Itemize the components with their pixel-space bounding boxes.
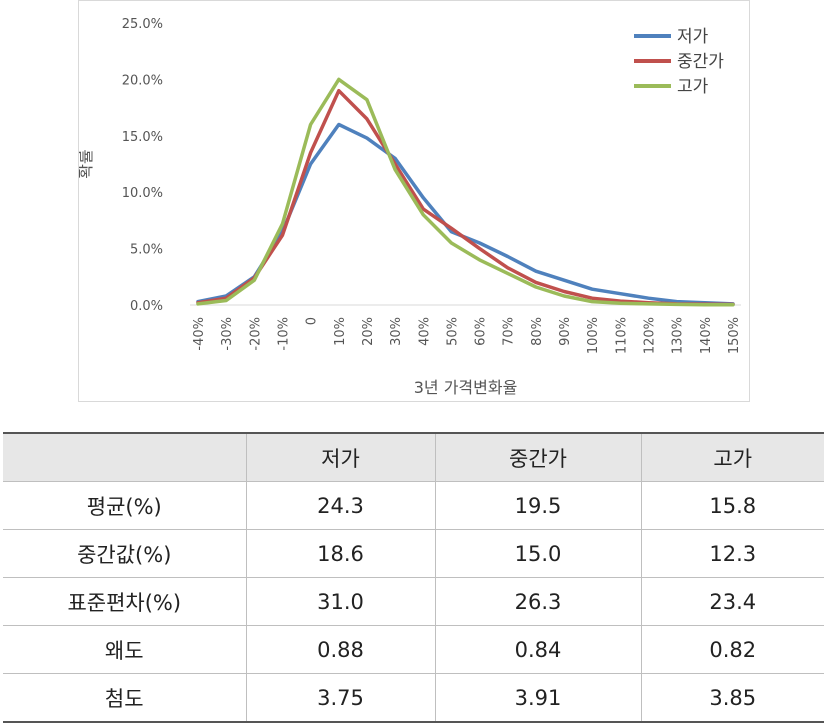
x-tick-label: 10% bbox=[333, 317, 348, 346]
x-tick-label: 80% bbox=[530, 317, 545, 346]
chart-area: 0.0% 5.0% 10.0% 15.0% 20.0% 25.0% -40% -30% -20… bbox=[78, 0, 750, 402]
y-tick-label: 0.0% bbox=[130, 299, 163, 314]
table-row: 왜도 0.88 0.84 0.82 bbox=[3, 625, 824, 674]
x-tick-label: 100% bbox=[586, 317, 601, 354]
x-tick-label: 40% bbox=[417, 317, 432, 346]
table-cell: 0.84 bbox=[434, 625, 642, 674]
table-corner-cell bbox=[3, 432, 247, 482]
series-line-2 bbox=[196, 77, 735, 307]
x-tick-label: 70% bbox=[502, 317, 517, 346]
x-axis-title: 3년 가격변화율 bbox=[414, 378, 518, 397]
y-tick-label: 25.0% bbox=[122, 17, 163, 32]
table-cell: 3.75 bbox=[245, 673, 436, 723]
table-cell: 24.3 bbox=[245, 481, 436, 530]
table-row: 평균(%) 24.3 19.5 15.8 bbox=[3, 481, 824, 530]
x-tick-label: 110% bbox=[614, 317, 629, 354]
table-row: 첨도 3.75 3.91 3.85 bbox=[3, 673, 824, 723]
stats-table: 저가 중간가 고가 평균(%) 24.3 19.5 15.8 중간값(%) 18… bbox=[3, 432, 824, 723]
row-label: 표준편차(%) bbox=[3, 577, 247, 626]
y-tick-label: 15.0% bbox=[122, 130, 163, 145]
row-label: 첨도 bbox=[3, 673, 247, 723]
table-cell: 31.0 bbox=[245, 577, 436, 626]
x-tick-label: 140% bbox=[699, 317, 714, 354]
row-label: 왜도 bbox=[3, 625, 247, 674]
table-cell: 15.0 bbox=[434, 529, 642, 578]
x-tick-label: -30% bbox=[220, 317, 235, 351]
table-cell: 15.8 bbox=[640, 481, 824, 530]
x-tick-label: 90% bbox=[558, 317, 573, 346]
y-tick-label: 20.0% bbox=[122, 73, 163, 88]
table-cell: 3.85 bbox=[640, 673, 824, 723]
line-chart: 0.0% 5.0% 10.0% 15.0% 20.0% 25.0% -40% -30% -20… bbox=[79, 17, 742, 397]
table-cell: 0.82 bbox=[640, 625, 824, 674]
x-tick-label: 0 bbox=[305, 317, 320, 325]
x-tick-label: -10% bbox=[276, 317, 291, 351]
table-cell: 12.3 bbox=[640, 529, 824, 578]
table-cell: 19.5 bbox=[434, 481, 642, 530]
legend-label: 중간가 bbox=[677, 52, 724, 72]
table-header-row: 저가 중간가 고가 bbox=[3, 432, 824, 482]
x-tick-label: 60% bbox=[474, 317, 489, 346]
table-cell: 23.4 bbox=[640, 577, 824, 626]
x-tick-label: -20% bbox=[248, 317, 263, 351]
legend-label: 저가 bbox=[677, 27, 709, 47]
x-tick-label: 150% bbox=[727, 317, 742, 354]
header-mid-price: 중간가 bbox=[434, 432, 642, 482]
table-cell: 3.91 bbox=[434, 673, 642, 723]
row-label: 평균(%) bbox=[3, 481, 247, 530]
x-tick-label: 20% bbox=[361, 317, 376, 346]
x-tick-label: 30% bbox=[389, 317, 404, 346]
series-lines bbox=[196, 77, 735, 307]
header-low-price: 저가 bbox=[245, 432, 436, 482]
y-tick-label: 5.0% bbox=[130, 243, 163, 258]
table-cell: 18.6 bbox=[245, 529, 436, 578]
row-label: 중간값(%) bbox=[3, 529, 247, 578]
legend-label: 고가 bbox=[677, 77, 709, 97]
table-row: 중간값(%) 18.6 15.0 12.3 bbox=[3, 529, 824, 578]
x-tick-label: -40% bbox=[192, 317, 207, 351]
table-cell: 0.88 bbox=[245, 625, 436, 674]
series-line-1 bbox=[196, 88, 735, 307]
y-axis-title: 확률 bbox=[79, 149, 95, 178]
x-tick-label: 120% bbox=[643, 317, 658, 354]
x-tick-label: 50% bbox=[445, 317, 460, 346]
table-row: 표준편차(%) 31.0 26.3 23.4 bbox=[3, 577, 824, 626]
y-tick-label: 10.0% bbox=[122, 186, 163, 201]
header-high-price: 고가 bbox=[640, 432, 824, 482]
series-line-0 bbox=[196, 122, 735, 306]
table-cell: 26.3 bbox=[434, 577, 642, 626]
x-axis-ticks: -40% -30% -20% -10% 0 10% 20% 30% 40% 50% 60% 70% 80… bbox=[192, 317, 742, 354]
y-axis-ticks: 0.0% 5.0% 10.0% 15.0% 20.0% 25.0% bbox=[122, 17, 163, 314]
x-tick-label: 130% bbox=[671, 317, 686, 354]
